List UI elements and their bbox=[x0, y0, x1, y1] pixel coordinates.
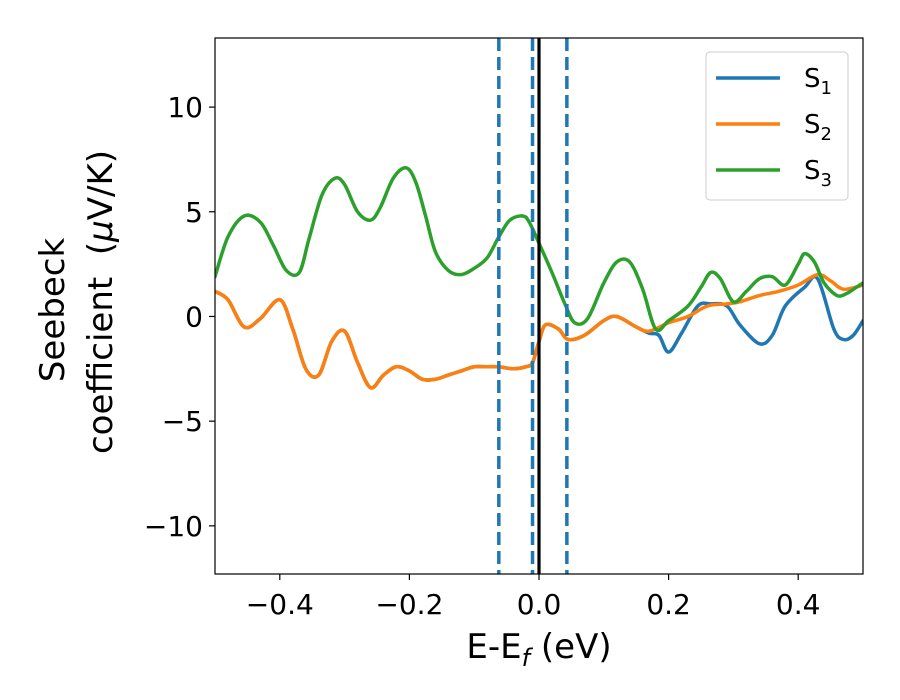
y-tick-label: −5 bbox=[162, 405, 203, 438]
x-axis-label-unit: (eV) bbox=[530, 627, 612, 667]
legend-frame bbox=[705, 51, 849, 201]
y-axis-label-line2: coefficient (μV/K) bbox=[81, 150, 121, 454]
y-axis-label-pre: coefficient ( bbox=[81, 242, 121, 454]
x-tick-label: −0.2 bbox=[375, 588, 443, 621]
legend: S1 S2 S3 bbox=[705, 51, 849, 201]
x-axis-label-main: E-E bbox=[466, 627, 521, 667]
x-tick-label: 0.4 bbox=[776, 588, 821, 621]
x-tick-label: 0.2 bbox=[646, 588, 691, 621]
y-axis-ticks: −10 −5 0 5 10 bbox=[144, 91, 215, 543]
legend-label-s1: S1 bbox=[804, 64, 832, 99]
x-tick-label: 0.0 bbox=[517, 588, 562, 621]
x-axis-label: E-Ef (eV) bbox=[466, 627, 611, 672]
legend-label-s2: S2 bbox=[804, 110, 832, 145]
y-axis-label-line1: Seebeck bbox=[33, 238, 73, 383]
y-axis-label-post: V/K) bbox=[81, 150, 121, 220]
y-tick-label: 10 bbox=[167, 91, 203, 124]
x-tick-label: −0.4 bbox=[246, 588, 314, 621]
y-tick-label: 5 bbox=[185, 196, 203, 229]
y-tick-label: −10 bbox=[144, 510, 203, 543]
x-axis-ticks: −0.4 −0.2 0.0 0.2 0.4 bbox=[246, 574, 821, 621]
y-tick-label: 0 bbox=[185, 300, 203, 333]
legend-label-s3: S3 bbox=[804, 156, 832, 191]
vline-layer bbox=[497, 38, 569, 574]
y-axis-label-mu: μ bbox=[81, 220, 121, 243]
